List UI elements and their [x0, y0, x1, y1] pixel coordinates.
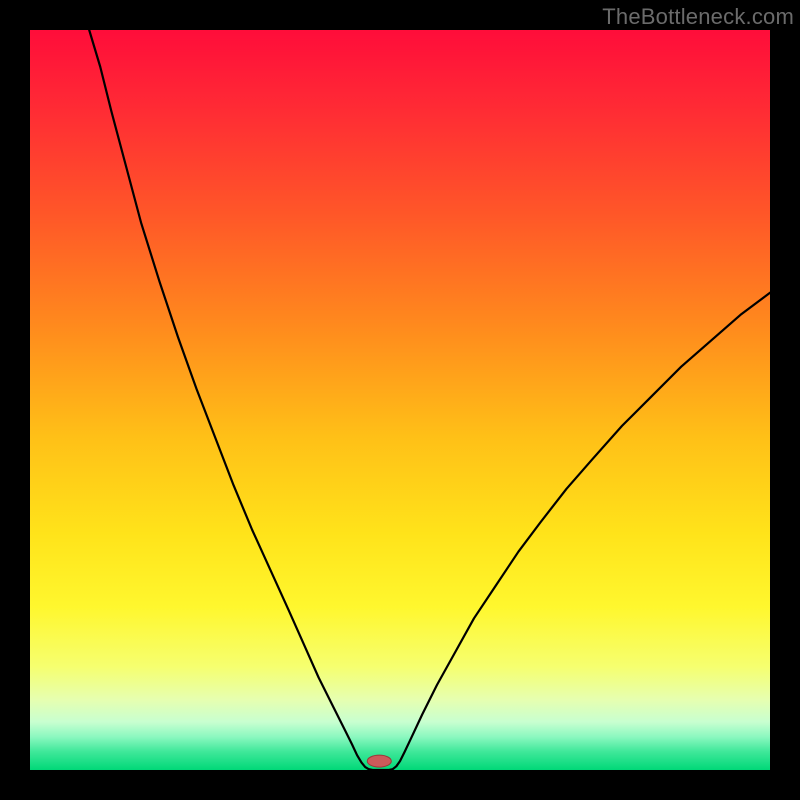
- plot-area: [30, 30, 770, 770]
- minimum-marker: [367, 755, 391, 767]
- watermark-text: TheBottleneck.com: [602, 4, 794, 30]
- bottleneck-chart-svg: [0, 0, 800, 800]
- chart-container: TheBottleneck.com: [0, 0, 800, 800]
